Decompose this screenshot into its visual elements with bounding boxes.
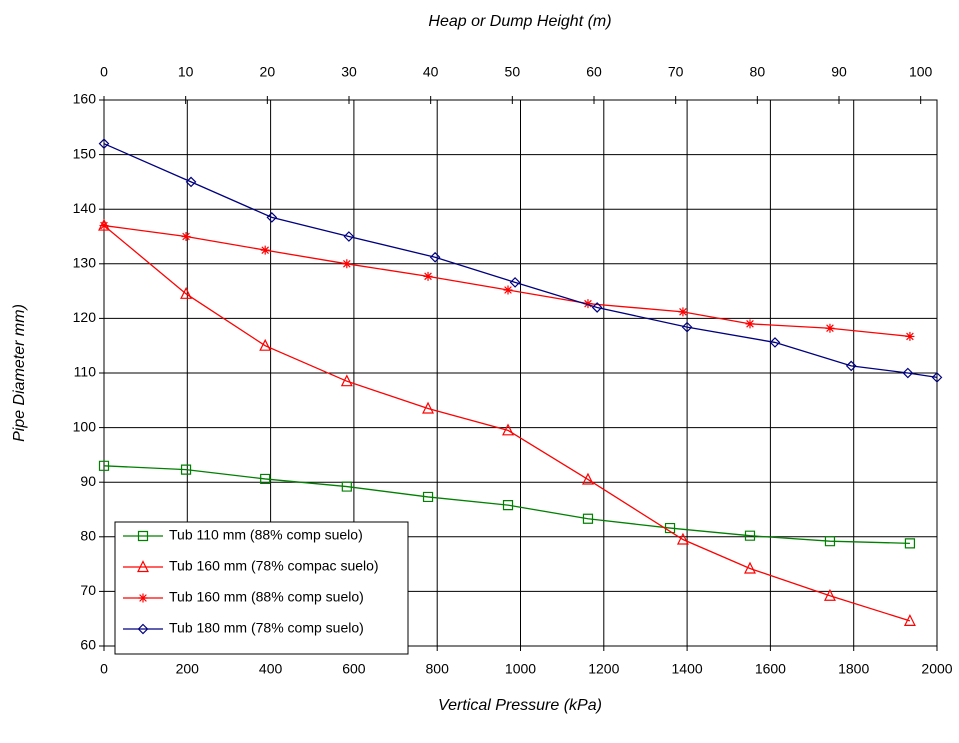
x-tick-label: 800 xyxy=(426,661,450,677)
legend-label: Tub 160 mm (88% comp suelo) xyxy=(169,589,364,605)
y-tick-label: 140 xyxy=(73,200,97,216)
top-tick-label: 10 xyxy=(178,64,194,80)
data-point xyxy=(582,513,594,524)
data-point xyxy=(343,231,355,242)
x-tick-label: 2000 xyxy=(921,661,952,677)
data-point xyxy=(903,614,916,626)
top-tick-label: 50 xyxy=(505,64,521,80)
data-point xyxy=(266,212,278,223)
x-tick-label: 200 xyxy=(176,661,200,677)
data-point xyxy=(181,232,191,241)
data-point xyxy=(823,588,836,601)
y-tick-label: 100 xyxy=(73,418,97,434)
data-point xyxy=(664,522,676,534)
series-line xyxy=(103,225,911,622)
data-point xyxy=(582,472,594,485)
x-tick-label: 0 xyxy=(100,661,108,677)
legend-label: Tub 110 mm (88% comp suelo) xyxy=(169,527,363,543)
data-point xyxy=(341,481,352,492)
data-point xyxy=(931,372,943,383)
x-tick-label: 600 xyxy=(342,661,366,677)
y-tick-label: 90 xyxy=(80,473,96,489)
top-tick-label: 30 xyxy=(341,64,357,80)
data-point xyxy=(342,259,352,269)
legend-marker xyxy=(138,593,148,603)
data-point xyxy=(509,277,521,288)
top-axis-title: Heap or Dump Height (m) xyxy=(428,13,611,30)
data-point xyxy=(745,319,755,329)
top-tick-label: 80 xyxy=(750,64,766,80)
data-point xyxy=(769,337,781,348)
y-tick-label: 70 xyxy=(80,582,96,598)
y-tick-label: 80 xyxy=(80,528,96,544)
y-tick-label: 150 xyxy=(73,145,97,161)
data-point xyxy=(422,401,435,414)
top-tick-label: 40 xyxy=(423,64,439,80)
data-point xyxy=(825,323,835,333)
legend-label: Tub 180 mm (78% comp suelo) xyxy=(169,620,364,636)
legend-box xyxy=(114,521,409,655)
x-tick-label: 1400 xyxy=(672,661,703,677)
x-axis-title: Vertical Pressure (kPa) xyxy=(438,697,602,714)
data-point xyxy=(681,321,693,333)
data-point xyxy=(744,561,756,574)
data-point xyxy=(260,245,270,255)
data-point xyxy=(678,307,688,317)
legend-label: Tub 160 mm (78% compac suelo) xyxy=(169,558,379,574)
data-point xyxy=(904,538,916,549)
data-point xyxy=(583,299,593,309)
data-point xyxy=(180,464,192,475)
top-tick-label: 100 xyxy=(909,64,933,80)
x-tick-label: 1200 xyxy=(588,661,619,677)
data-point xyxy=(422,491,434,503)
data-point xyxy=(824,536,836,547)
y-tick-label: 110 xyxy=(74,364,97,380)
data-point xyxy=(744,530,756,541)
data-point xyxy=(99,221,109,231)
x-tick-label: 1600 xyxy=(755,661,786,677)
top-tick-label: 90 xyxy=(831,64,847,80)
x-tick-label: 400 xyxy=(259,661,283,677)
top-tick-label: 20 xyxy=(260,64,276,80)
y-tick-label: 60 xyxy=(80,637,96,653)
data-point xyxy=(98,138,110,150)
y-tick-label: 160 xyxy=(73,91,97,107)
data-point xyxy=(902,367,914,379)
series-line xyxy=(103,143,938,379)
data-point xyxy=(98,460,110,471)
data-point xyxy=(503,285,513,295)
data-point xyxy=(340,374,353,387)
data-point xyxy=(423,271,433,281)
data-point xyxy=(429,251,441,263)
top-tick-label: 60 xyxy=(586,64,602,80)
y-tick-label: 130 xyxy=(73,255,97,271)
top-tick-label: 0 xyxy=(100,64,108,80)
data-point xyxy=(185,176,197,188)
data-point xyxy=(676,532,689,545)
series-line xyxy=(103,465,910,545)
x-tick-label: 1800 xyxy=(838,661,869,677)
data-point xyxy=(180,286,193,299)
legend-marker xyxy=(137,560,149,573)
data-point xyxy=(260,473,271,485)
y-axis-title: Pipe Diameter mm) xyxy=(11,304,28,442)
data-point xyxy=(591,302,603,313)
x-tick-label: 1000 xyxy=(505,661,536,677)
data-point xyxy=(502,423,514,436)
legend-marker xyxy=(137,623,149,635)
y-tick-label: 120 xyxy=(73,309,97,325)
top-tick-label: 70 xyxy=(668,64,684,80)
data-point xyxy=(845,360,857,372)
data-point xyxy=(502,500,514,511)
data-point xyxy=(905,331,915,341)
legend-marker xyxy=(137,530,149,542)
data-point xyxy=(259,338,272,351)
